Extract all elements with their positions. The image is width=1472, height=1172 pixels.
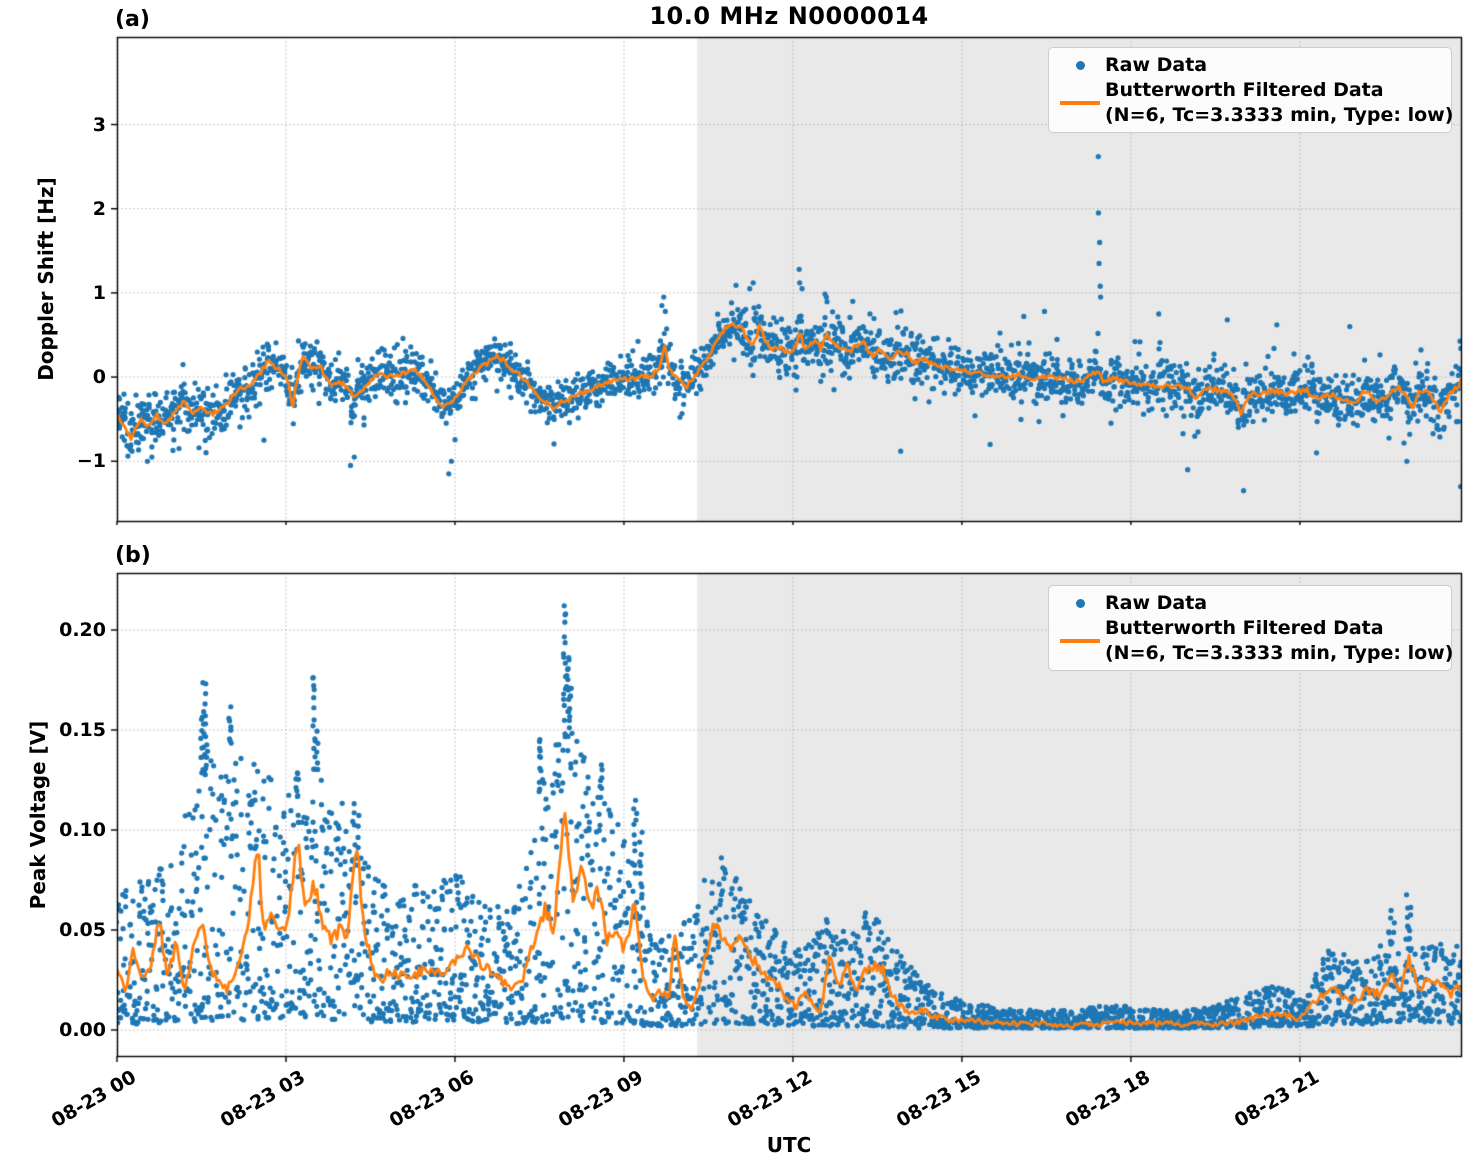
legend-b: Raw Data Butterworth Filtered Data (N=6,…: [1048, 585, 1453, 671]
y-tick-label: 1: [92, 281, 106, 304]
legend-filtered-sublabel: (N=6, Tc=3.3333 min, Type: low): [1105, 642, 1454, 664]
legend-filtered-sublabel: (N=6, Tc=3.3333 min, Type: low): [1105, 104, 1454, 126]
legend-entry-filtered: Butterworth Filtered Data (N=6, Tc=3.333…: [1055, 78, 1453, 128]
legend-entry-raw: Raw Data: [1055, 591, 1445, 616]
y-tick-label: 0.00: [59, 1019, 106, 1041]
y-tick-label: 0.10: [59, 819, 106, 841]
y-tick-label: 0: [92, 366, 106, 389]
y-tick-label: 3: [92, 113, 106, 136]
y-tick-label: 2: [92, 197, 106, 220]
legend-filtered-label: Butterworth Filtered Data: [1105, 617, 1384, 639]
filtered-line-marker-icon: [1055, 639, 1105, 643]
legend-a: Raw Data Butterworth Filtered Data (N=6,…: [1048, 47, 1453, 133]
y-tick-label: −1: [76, 450, 106, 473]
panel-b-tag: (b): [115, 543, 151, 568]
legend-entry-raw: Raw Data: [1055, 53, 1445, 78]
legend-raw-label: Raw Data: [1105, 592, 1208, 614]
filtered-line-marker-icon: [1055, 101, 1105, 105]
y-tick-label: 0.15: [59, 719, 106, 741]
y-tick-label: 0.20: [59, 619, 106, 641]
legend-raw-label: Raw Data: [1105, 54, 1208, 76]
x-axis-label: UTC: [766, 1133, 812, 1157]
panel-b-ylabel: Peak Voltage [V]: [26, 720, 50, 910]
legend-filtered-label: Butterworth Filtered Data: [1105, 79, 1384, 101]
panel-a-tag: (a): [115, 7, 150, 32]
figure-title: 10.0 MHz N0000014: [649, 2, 929, 30]
y-tick-label: 0.05: [59, 919, 106, 941]
raw-data-marker-icon: [1055, 61, 1105, 70]
raw-data-marker-icon: [1055, 599, 1105, 608]
legend-entry-filtered: Butterworth Filtered Data (N=6, Tc=3.333…: [1055, 616, 1453, 666]
